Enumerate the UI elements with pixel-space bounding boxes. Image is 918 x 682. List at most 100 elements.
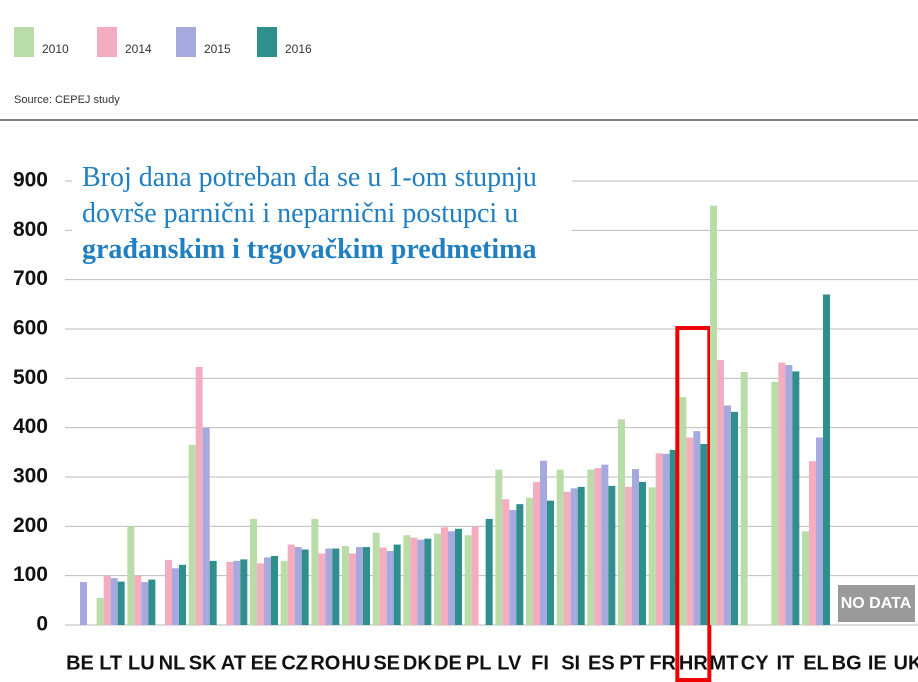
y-tick-label: 400	[13, 415, 48, 438]
bar	[655, 453, 663, 625]
x-tick-label: FR	[649, 652, 676, 674]
bar	[516, 504, 524, 625]
bar	[188, 444, 196, 625]
bar	[356, 547, 363, 625]
y-tick-label: 200	[13, 514, 48, 537]
bar	[533, 481, 540, 625]
legend-swatch	[257, 27, 277, 57]
bar	[287, 544, 295, 625]
bar	[618, 419, 625, 625]
legend-swatch	[97, 27, 117, 57]
bar	[134, 575, 142, 625]
x-tick-label: MT	[710, 652, 739, 674]
bar	[740, 371, 748, 625]
bar	[662, 453, 670, 625]
bar	[179, 564, 186, 625]
x-tick-label: IT	[776, 652, 794, 674]
x-tick-label: HU	[342, 652, 371, 674]
bar	[410, 537, 418, 625]
x-tick-label: DE	[434, 652, 462, 674]
x-tick-label: BE	[66, 652, 94, 674]
legend-swatch	[14, 27, 34, 57]
y-tick-label: 900	[13, 169, 48, 192]
bar	[103, 575, 111, 625]
bar	[250, 518, 257, 625]
bar	[778, 362, 786, 625]
y-tick-label: 0	[36, 613, 48, 636]
bar	[202, 427, 210, 625]
x-tick-label: SE	[373, 652, 400, 674]
title-part: Broj dana potreban da se u 1-om stupnju …	[82, 162, 537, 229]
bar	[342, 546, 349, 625]
x-tick-label: NL	[159, 652, 186, 674]
x-tick-label: HR	[679, 652, 708, 674]
bar	[547, 500, 554, 625]
bar	[386, 551, 394, 625]
bar	[509, 510, 517, 625]
bar	[448, 531, 455, 625]
bar	[785, 365, 793, 625]
x-tick-label: ES	[588, 652, 615, 674]
no-data-label: NO DATA	[841, 595, 912, 612]
bar	[233, 560, 241, 625]
legend-label: 2010	[42, 42, 69, 56]
bar	[209, 560, 217, 625]
bar	[301, 549, 309, 625]
x-tick-label: RO	[310, 652, 340, 674]
bar	[632, 469, 639, 625]
bar	[809, 461, 816, 625]
bar	[792, 371, 800, 625]
bar	[349, 553, 356, 625]
bar	[669, 449, 677, 625]
bar	[165, 559, 172, 625]
bar	[710, 205, 717, 625]
bar	[379, 547, 387, 625]
bar	[540, 460, 547, 625]
bar	[556, 469, 564, 625]
x-tick-label: EE	[251, 652, 278, 674]
x-tick-label: PT	[619, 652, 645, 674]
bar	[434, 533, 441, 625]
x-tick-label: FI	[531, 652, 549, 674]
bar	[625, 486, 632, 625]
y-tick-label: 800	[13, 218, 48, 241]
bar	[271, 555, 278, 625]
bar	[471, 526, 479, 625]
bar	[172, 568, 179, 625]
chart-title: Broj dana potreban da se u 1-om stupnju …	[72, 156, 572, 272]
x-tick-label: LU	[128, 652, 155, 674]
bar	[403, 535, 411, 625]
bar	[117, 581, 125, 625]
bar	[393, 544, 401, 625]
x-tick-label: DK	[403, 652, 432, 674]
bar	[363, 547, 370, 625]
title-part: građanskim i trgovačkim predmetima	[82, 234, 537, 265]
bar	[608, 485, 616, 625]
bar	[311, 518, 319, 625]
bar	[639, 481, 646, 625]
bar	[110, 578, 118, 625]
highlight-box	[675, 326, 712, 682]
x-tick-label: SI	[561, 652, 580, 674]
bar	[485, 518, 493, 625]
x-tick-label: BG	[832, 652, 862, 674]
legend-label: 2015	[204, 42, 231, 56]
bar	[441, 527, 448, 625]
x-tick-label: SK	[189, 652, 217, 674]
x-tick-label: EL	[803, 652, 829, 674]
bar	[502, 499, 510, 625]
y-tick-label: 500	[13, 366, 48, 389]
bar	[141, 582, 149, 625]
x-tick-label: CZ	[281, 652, 308, 674]
bar	[679, 397, 687, 625]
x-tick-label: LT	[99, 652, 122, 674]
bar	[332, 548, 340, 625]
bar	[686, 437, 694, 625]
bar	[526, 497, 533, 625]
bar	[823, 294, 830, 625]
legend-label: 2016	[285, 42, 312, 56]
bar	[148, 579, 156, 625]
bar	[226, 561, 234, 625]
bar	[693, 431, 701, 625]
